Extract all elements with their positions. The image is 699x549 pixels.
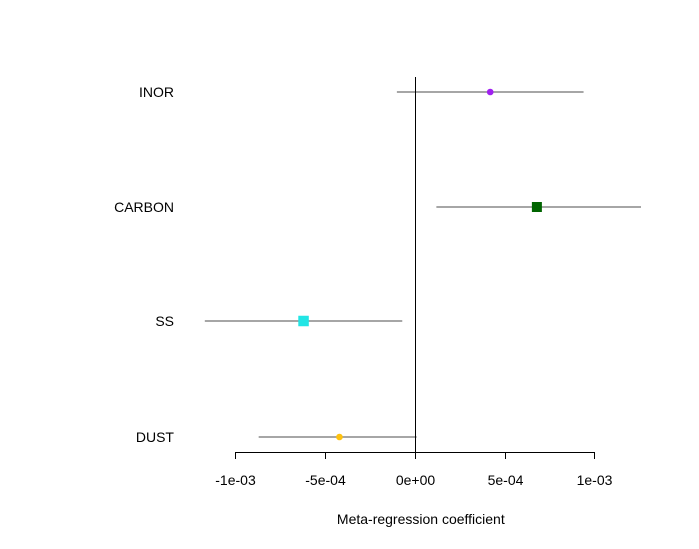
confidence-intervals xyxy=(204,91,641,438)
x-tick-label: -5e-04 xyxy=(305,472,346,488)
point-carbon xyxy=(531,202,542,212)
category-label-inor: INOR xyxy=(139,84,174,100)
category-label-ss: SS xyxy=(155,313,174,329)
x-tick-label: 1e-03 xyxy=(577,472,613,488)
x-tick-label: -1e-03 xyxy=(215,472,256,488)
category-labels: INOR CARBON SS DUST xyxy=(114,84,174,445)
point-inor xyxy=(486,88,494,96)
x-tick-label: 0e+00 xyxy=(396,472,436,488)
x-tick-label: 5e-04 xyxy=(488,472,524,488)
point-ss xyxy=(298,315,309,327)
point-dust xyxy=(336,433,343,441)
x-axis-title: Meta-regression coefficient xyxy=(337,511,505,527)
x-axis: -1e-03 -5e-04 0e+00 5e-04 1e-03 xyxy=(215,452,613,488)
category-label-dust: DUST xyxy=(136,429,175,445)
point-estimates xyxy=(298,88,542,441)
category-label-carbon: CARBON xyxy=(114,199,174,215)
